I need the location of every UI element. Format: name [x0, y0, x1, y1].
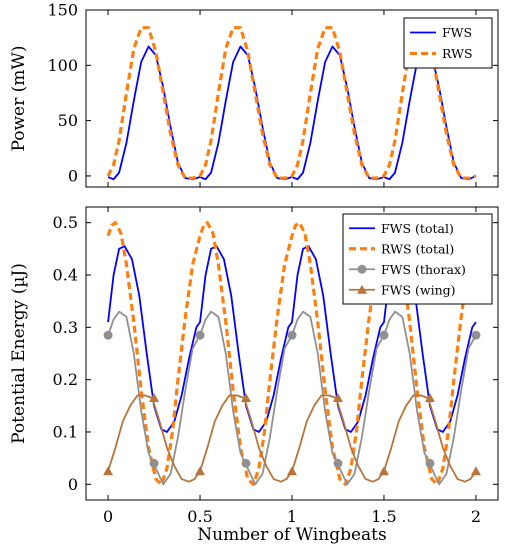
energy-series-1-line — [106, 221, 478, 486]
energy-legend-marker-3 — [357, 284, 367, 294]
power-y-axis-label: Power (mW) — [9, 46, 29, 152]
energy-y-tick-label: 0 — [68, 475, 78, 494]
energy-series-3-marker — [332, 392, 343, 402]
power-y-tick-label: 50 — [58, 111, 78, 130]
power-y-ticks: 0 50 100 150 — [47, 1, 498, 185]
power-legend-label-1: RWS — [442, 46, 473, 61]
energy-series-3-marker — [195, 466, 206, 476]
power-x-ticks — [107, 10, 477, 187]
energy-legend-label-2: FWS (thorax) — [381, 262, 466, 277]
energy-legend-marker-2 — [357, 264, 367, 274]
power-series-1-line — [106, 26, 477, 180]
energy-legend-label-1: RWS (total) — [381, 241, 454, 256]
energy-panel: 0 0.1 0.2 0.3 0.4 0.5 0 0.5 1 1.5 2 Potential Ene… — [9, 206, 499, 545]
energy-series-3-marker — [103, 466, 114, 476]
energy-series-3-marker — [470, 466, 481, 476]
energy-series-3-marker — [378, 466, 389, 476]
energy-x-tick-label: 0.5 — [187, 507, 212, 526]
energy-series-2-marker — [103, 330, 113, 340]
energy-series-2-marker — [149, 458, 159, 468]
energy-legend: FWS (total) RWS (total) FWS (thorax) FWS (w… — [342, 213, 493, 305]
energy-y-tick-label: 0.4 — [53, 266, 78, 285]
energy-series-2-marker — [241, 458, 251, 468]
energy-x-tick-label: 0 — [103, 507, 113, 526]
energy-x-tick-label: 1.5 — [371, 507, 396, 526]
power-panel: 0 50 100 150 Power (mW) FWS RWS — [9, 1, 499, 188]
energy-series-3-marker — [287, 466, 297, 476]
energy-series-3-marker — [424, 392, 435, 402]
energy-legend-label-3: FWS (wing) — [381, 282, 456, 297]
energy-series-2-marker — [333, 458, 343, 468]
power-y-tick-label: 150 — [47, 1, 78, 20]
energy-y-axis-label: Potential Energy (µJ) — [9, 263, 29, 444]
energy-series-3-marker — [241, 392, 252, 402]
energy-x-tick-label: 2 — [471, 507, 481, 526]
energy-series-2-marker — [425, 458, 435, 468]
energy-x-axis-label: Number of Wingbeats — [197, 525, 386, 545]
energy-legend-label-0: FWS (total) — [381, 221, 454, 236]
energy-series-2-marker — [471, 330, 481, 340]
power-legend-box — [403, 17, 493, 69]
energy-x-ticks: 0 0.5 1 1.5 2 — [103, 207, 481, 526]
power-legend: FWS RWS — [403, 17, 493, 69]
energy-series-2-marker — [287, 330, 297, 340]
energy-series-2-marker — [379, 330, 389, 340]
energy-y-tick-label: 0.2 — [53, 370, 78, 389]
energy-y-tick-label: 0.5 — [53, 213, 78, 232]
power-series-layer — [106, 26, 477, 181]
energy-x-tick-label: 1 — [287, 507, 297, 526]
energy-y-tick-label: 0.3 — [53, 318, 78, 337]
energy-y-tick-label: 0.1 — [53, 422, 78, 441]
energy-series-2-marker — [195, 330, 205, 340]
power-y-tick-label: 100 — [47, 56, 78, 75]
power-legend-label-0: FWS — [442, 25, 472, 40]
power-y-tick-label: 0 — [68, 166, 78, 185]
energy-series-3-marker — [149, 392, 160, 402]
energy-y-ticks: 0 0.1 0.2 0.3 0.4 0.5 — [53, 213, 498, 494]
